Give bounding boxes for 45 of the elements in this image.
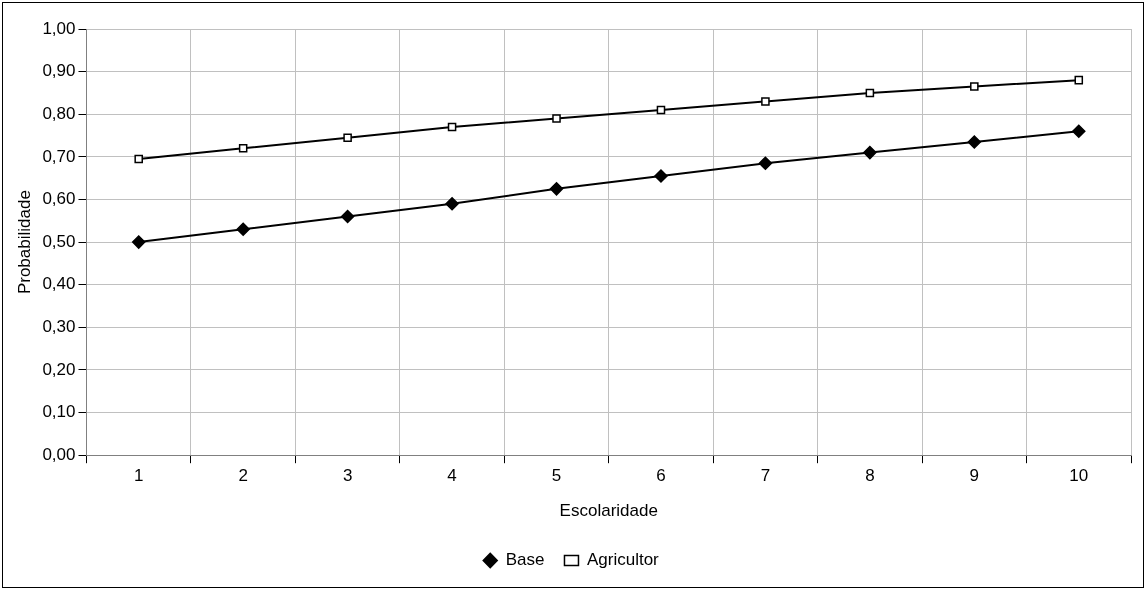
x-tick-label: 3 [342,466,353,486]
point [865,88,875,98]
point [340,209,355,224]
y-tick-label: 0,10 [42,402,76,422]
y-tick-label: 0,60 [42,189,76,209]
y-tick-label: 0,20 [42,359,76,379]
point [236,222,250,237]
y-tick-label: 1,00 [42,18,76,38]
x-tick-label: 9 [969,466,980,486]
y-tick-label: 0,50 [42,231,76,251]
y-axis-title: Probabilidade [14,190,34,295]
x-tick-label: 5 [551,466,562,486]
legend-label: Agricultor [586,550,660,570]
y-tick-label: 0,40 [42,274,76,294]
x-tick-label: 10 [1069,466,1089,486]
point [758,156,773,170]
x-tick-label: 7 [760,466,771,486]
x-tick-label: 2 [238,466,248,486]
point [343,133,352,142]
legend-label: Base [505,550,545,570]
y-tick-label: 0,70 [42,146,76,166]
point [654,169,668,183]
point [1074,75,1084,85]
y-tick-label: 0,80 [42,103,76,123]
point [970,82,979,91]
point [447,122,457,132]
point [131,235,146,249]
x-tick-label: 8 [865,466,875,486]
point [863,145,877,160]
point [238,144,248,153]
x-axis-title: Escolaridade [559,501,658,521]
point [549,182,564,196]
y-tick-label: 0,00 [42,444,76,464]
point [967,135,982,149]
point [656,105,666,115]
x-tick-label: 6 [656,466,666,486]
y-tick-label: 0,90 [42,61,76,81]
point [1072,124,1086,139]
y-tick-label: 0,30 [42,317,76,337]
point [445,196,459,211]
x-tick-label: 4 [447,466,457,486]
point [552,114,561,123]
x-tick-label: 1 [133,466,144,486]
point [134,154,143,164]
point [761,97,770,106]
